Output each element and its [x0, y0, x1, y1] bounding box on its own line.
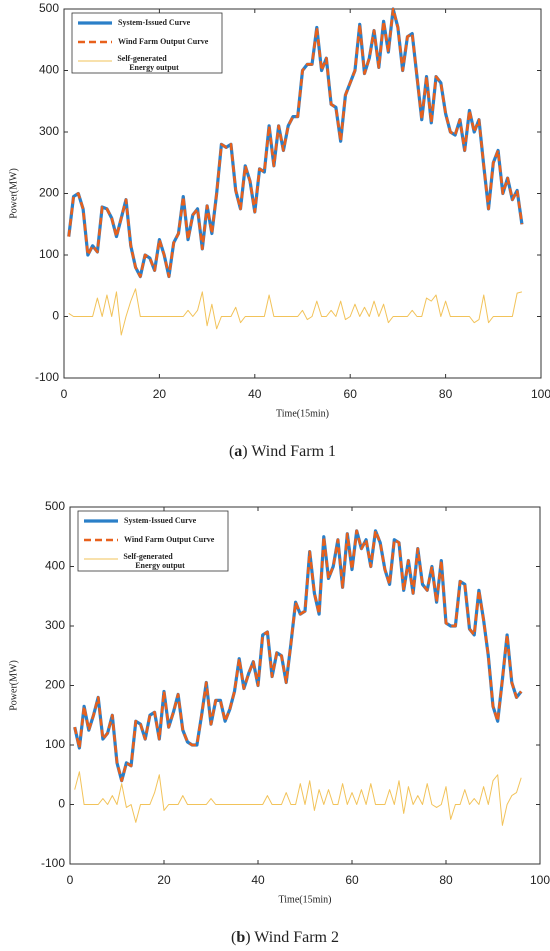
series-line	[73, 529, 523, 782]
x-tick-label: 20	[157, 873, 171, 887]
x-tick-label: 100	[530, 873, 550, 887]
caption-part: a	[234, 443, 242, 460]
x-tick-label: 100	[531, 387, 550, 401]
caption-part: (	[231, 929, 236, 946]
caption-part: b	[236, 929, 245, 946]
caption-part: ) Wind Farm 2	[245, 929, 339, 946]
legend-label: Self-generated Energy output	[117, 54, 179, 72]
legend-label: System-Issued Curve	[118, 18, 191, 27]
x-tick-label: 60	[345, 873, 359, 887]
y-tick-label: 300	[45, 618, 65, 632]
series-line	[67, 7, 524, 278]
x-tick-label: 40	[248, 387, 262, 401]
y-axis-label: Power(MW)	[8, 168, 19, 219]
y-tick-label: 300	[39, 124, 59, 138]
y-tick-label: -100	[35, 370, 59, 384]
y-tick-label: 100	[39, 247, 59, 261]
x-tick-label: 60	[344, 387, 358, 401]
legend-label: System-Issued Curve	[124, 516, 197, 525]
series-line	[74, 771, 522, 826]
y-tick-label: 400	[39, 63, 59, 77]
y-tick-label: 200	[39, 186, 59, 200]
legend-label-line: Energy output	[135, 561, 185, 570]
legend-label-line: Self-generated	[117, 54, 167, 63]
legend-label: Wind Farm Output Curve	[118, 37, 209, 46]
legend-label: Wind Farm Output Curve	[124, 535, 215, 544]
y-tick-label: 500	[39, 1, 59, 15]
caption-part: (	[229, 443, 234, 460]
series-line	[68, 288, 523, 336]
y-axis-label: Power(MW)	[8, 660, 19, 711]
caption: (b) Wind Farm 2	[231, 929, 339, 946]
x-tick-label: 80	[439, 387, 453, 401]
caption-part: ) Wind Farm 1	[242, 443, 336, 460]
x-tick-label: 80	[439, 873, 453, 887]
y-tick-label: 500	[45, 499, 65, 513]
legend-label-line: Energy output	[129, 63, 179, 72]
x-tick-label: 40	[251, 873, 265, 887]
x-axis-label: Time(15min)	[279, 894, 332, 905]
caption: (a) Wind Farm 1	[229, 443, 336, 460]
x-tick-label: 0	[67, 873, 74, 887]
y-tick-label: 0	[52, 309, 59, 323]
y-tick-label: 400	[45, 559, 65, 573]
y-tick-label: 100	[45, 737, 65, 751]
x-axis-label: Time(15min)	[276, 408, 329, 419]
x-tick-label: 20	[153, 387, 167, 401]
y-tick-label: -100	[41, 856, 65, 870]
y-tick-label: 200	[45, 678, 65, 692]
y-tick-label: 0	[58, 797, 65, 811]
legend-label-line: Self-generated	[123, 552, 173, 561]
legend-label: Self-generated Energy output	[123, 552, 185, 570]
x-tick-label: 0	[61, 387, 68, 401]
